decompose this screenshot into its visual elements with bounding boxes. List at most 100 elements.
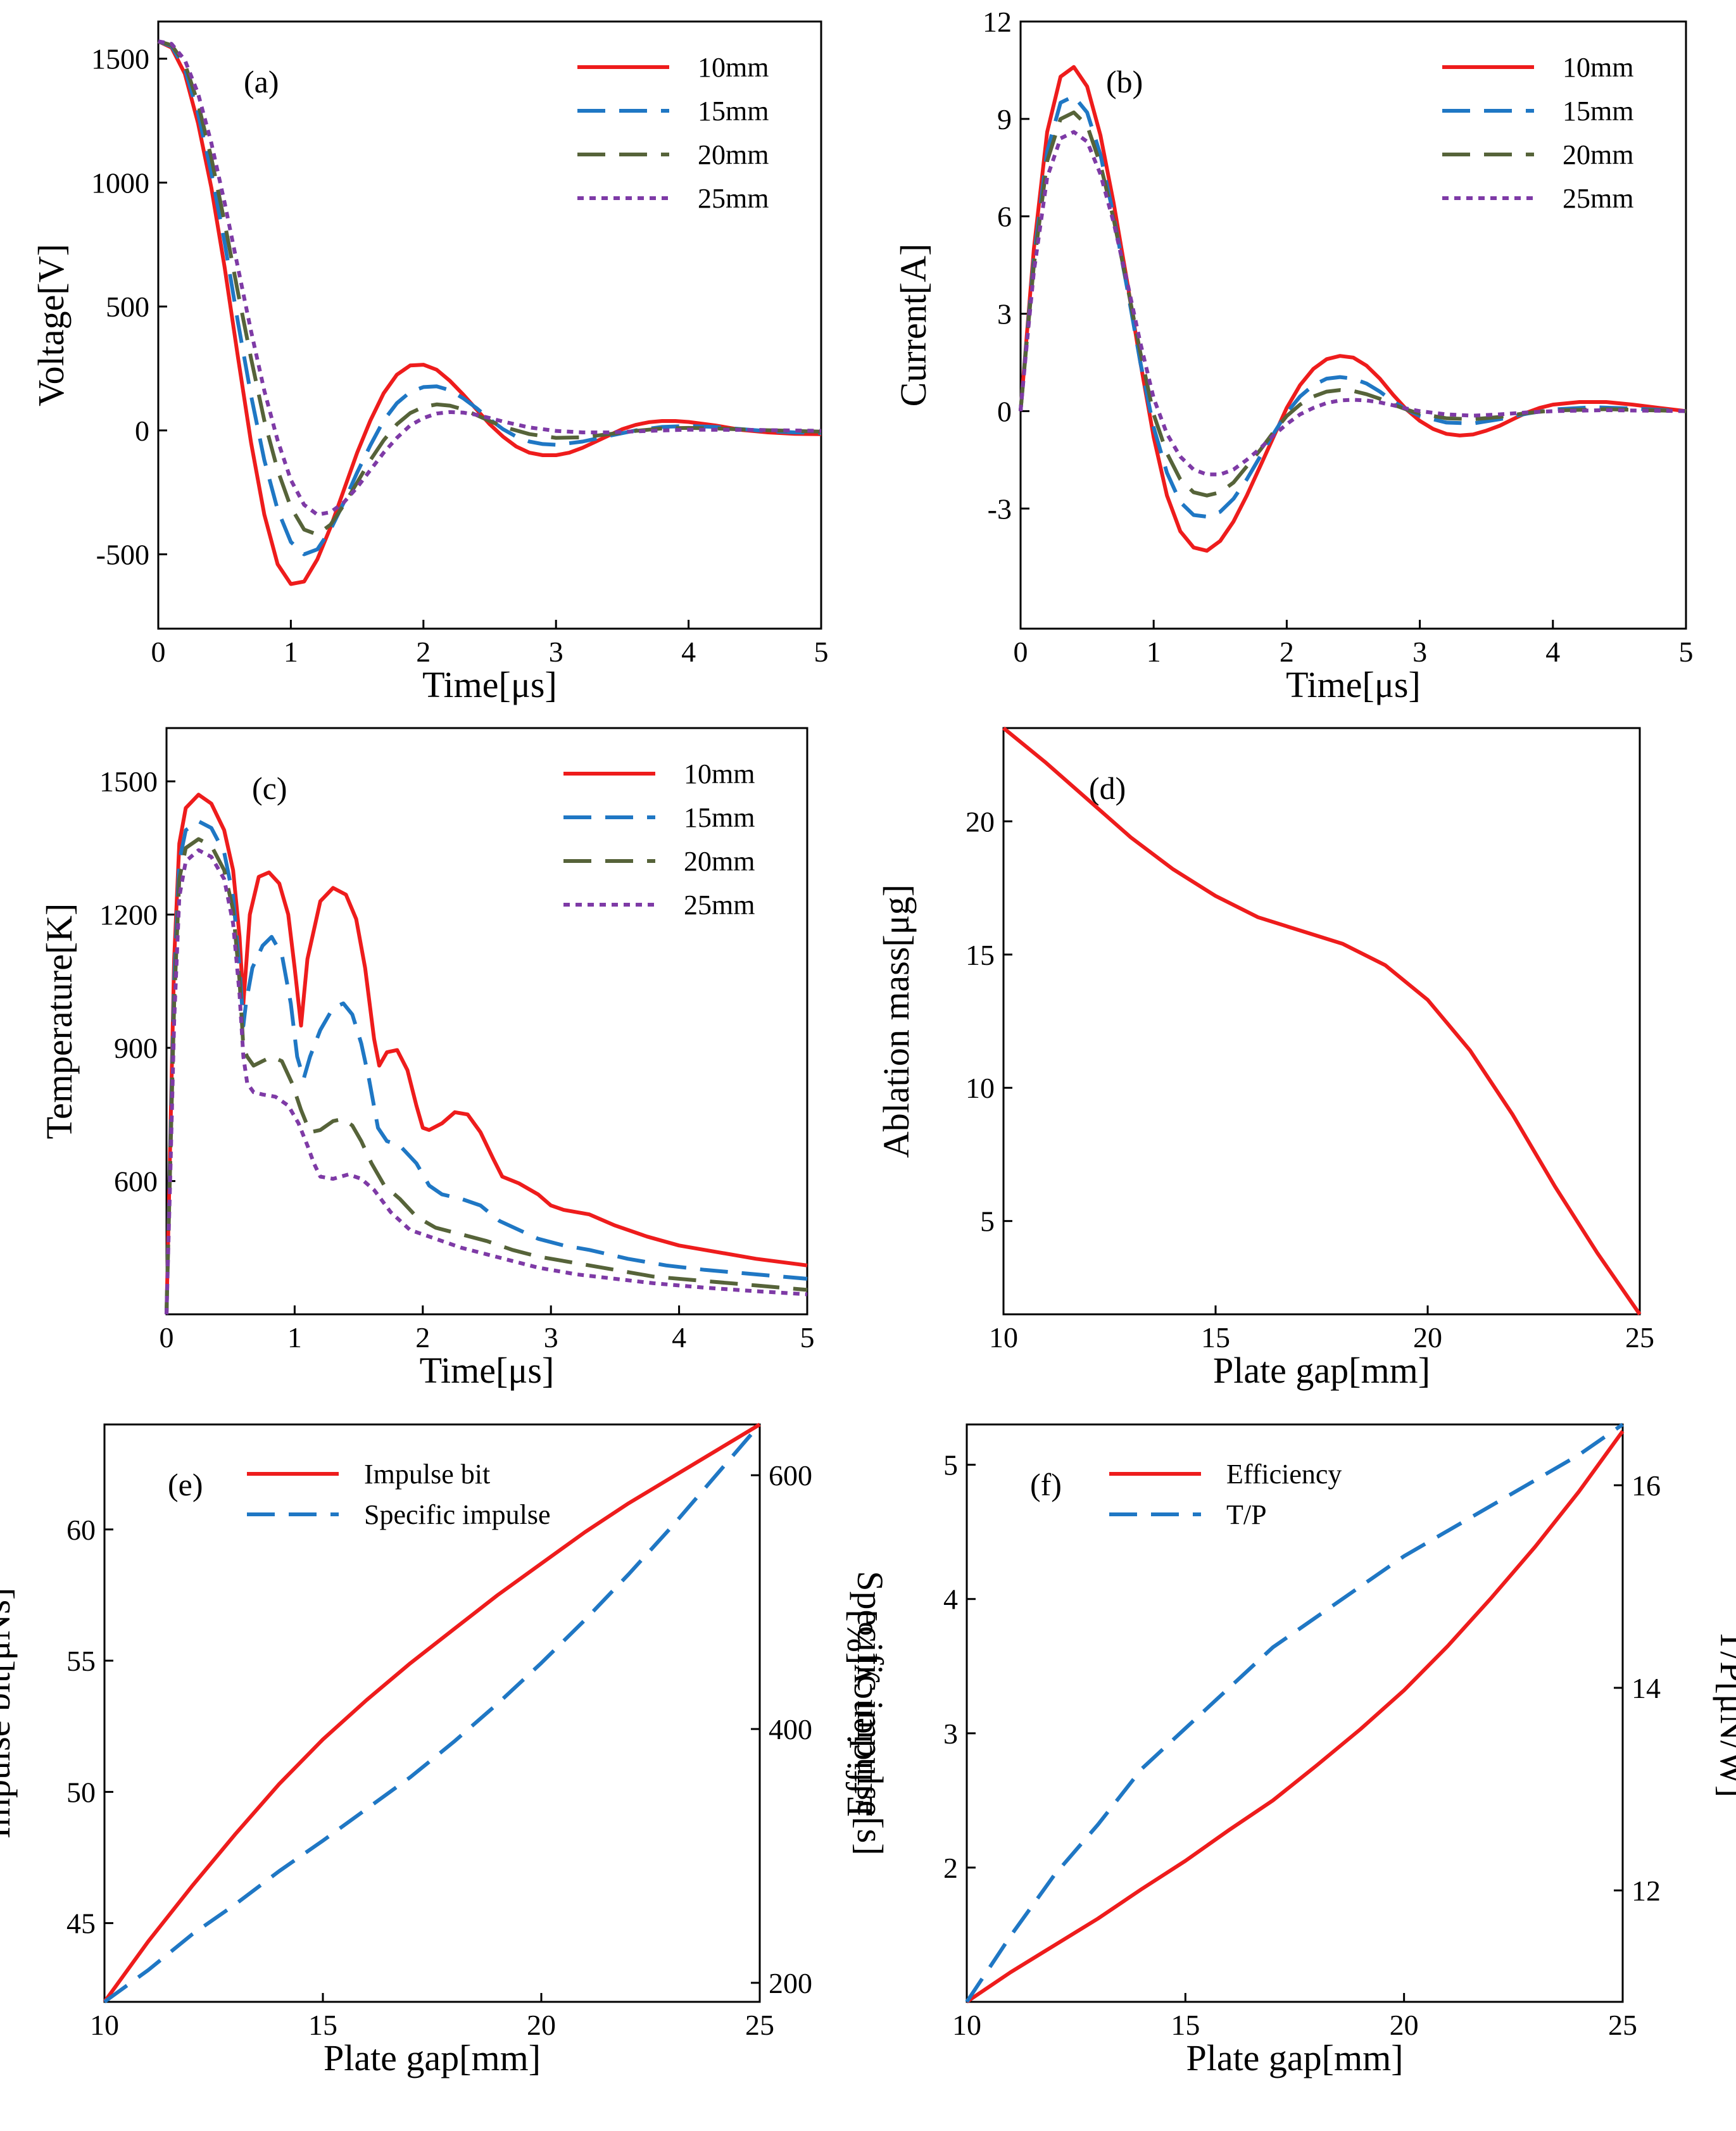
x-tick-label: 4 — [1545, 636, 1560, 668]
x-tick-label: 15 — [1201, 1321, 1230, 1354]
x-tick-label: 4 — [681, 636, 696, 668]
x-axis-label: Time[μs] — [422, 664, 557, 705]
panel-label: (c) — [252, 770, 287, 806]
x-tick-label: 15 — [1171, 2009, 1200, 2041]
x-axis-label: Plate gap[mm] — [1186, 2037, 1403, 2078]
x-tick-label: 25 — [1608, 2009, 1637, 2041]
x-tick-label: 20 — [527, 2009, 556, 2041]
y-tick-label: 6 — [997, 201, 1012, 233]
y-tick-label: 55 — [66, 1645, 96, 1677]
legend-label: Specific impulse — [364, 1499, 551, 1530]
plot-frame — [103, 1423, 761, 2003]
x-tick-label: 1 — [1147, 636, 1161, 668]
y2-tick-label: 600 — [769, 1459, 812, 1492]
x-tick-label: 25 — [745, 2009, 774, 2041]
y-tick-label: 20 — [965, 805, 995, 838]
plot-frame — [1019, 20, 1687, 630]
plot-frame — [157, 20, 822, 630]
panel-label: (d) — [1089, 770, 1126, 806]
y-tick-label: 2 — [943, 1852, 958, 1884]
x-tick-label: 5 — [1679, 636, 1694, 668]
y-tick-label: 600 — [114, 1166, 158, 1198]
legend-label: 15mm — [684, 802, 755, 833]
y2-tick-label: 200 — [769, 1967, 812, 1999]
legend-label: 25mm — [1563, 183, 1633, 214]
legend-label: 20mm — [698, 139, 769, 170]
y-tick-label: 0 — [997, 395, 1012, 427]
series-line-20mm — [165, 837, 808, 1315]
y-tick-label: 15 — [965, 939, 995, 971]
legend-label: 10mm — [1563, 52, 1633, 83]
y-axis-label: Ablation mass[μg] — [876, 884, 917, 1158]
panel-label: (f) — [1030, 1467, 1062, 1502]
y-axis-label: Impulse bit[μNs] — [0, 1588, 18, 1839]
x-axis-label: Time[μs] — [1286, 664, 1421, 705]
y-axis-label: Efficiency[%] — [839, 1609, 880, 1816]
y-tick-label: 3 — [943, 1718, 958, 1750]
x-tick-label: 15 — [308, 2009, 337, 2041]
panel-label: (a) — [244, 64, 279, 99]
series-line-t-p — [965, 1423, 1624, 2003]
panel-c: 0 1 2 3 4 5 600 900 1200 1500 Time[μs] Temperature[… — [39, 727, 815, 1391]
plot-frame — [1002, 727, 1641, 1316]
series-line-15mm — [165, 819, 808, 1315]
x-tick-label: 2 — [415, 1321, 430, 1354]
y2-tick-label: 14 — [1632, 1672, 1661, 1704]
x-tick-label: 3 — [549, 636, 563, 668]
y-tick-label: 45 — [66, 1908, 96, 1940]
x-tick-label: 2 — [1280, 636, 1294, 668]
x-tick-label: 10 — [90, 2009, 119, 2041]
x-axis-label: Plate gap[mm] — [1213, 1350, 1430, 1391]
x-tick-label: 0 — [151, 636, 166, 668]
x-tick-label: 0 — [160, 1321, 174, 1354]
y2-tick-label: 16 — [1632, 1469, 1661, 1502]
x-tick-label: 25 — [1625, 1321, 1654, 1354]
y-tick-label: 900 — [114, 1032, 158, 1064]
x-tick-label: 0 — [1014, 636, 1028, 668]
panel-e: 10 15 20 25 45 50 55 60 200 400 600 Plate gap[mm] Im… — [0, 1423, 891, 2078]
y-tick-label: 12 — [983, 6, 1012, 38]
panel-label: (e) — [168, 1467, 203, 1502]
x-tick-label: 5 — [814, 636, 829, 668]
series-line-impulse-bit — [103, 1423, 761, 2003]
y-tick-label: 10 — [965, 1072, 995, 1104]
y-tick-label: 1200 — [99, 899, 158, 931]
y-tick-label: 0 — [135, 415, 149, 447]
y-tick-label: 5 — [980, 1205, 995, 1238]
series-line-10mm — [165, 793, 808, 1315]
x-tick-label: 20 — [1413, 1321, 1442, 1354]
x-tick-label: 10 — [952, 2009, 981, 2041]
x-tick-label: 1 — [284, 636, 298, 668]
y-tick-label: -3 — [988, 493, 1012, 525]
series-line-25mm — [158, 39, 822, 517]
panel-a: 0 1 2 3 4 5 -500 0 500 1000 1500 Time[μs] Voltage[V]… — [30, 20, 829, 705]
series-line-15mm — [157, 39, 822, 556]
y-tick-label: 9 — [997, 103, 1012, 135]
legend-label: 20mm — [684, 846, 755, 877]
legend-label: 25mm — [698, 183, 769, 214]
series-line-20mm — [1019, 110, 1687, 498]
panel-label: (b) — [1106, 64, 1143, 99]
y-tick-label: -500 — [96, 539, 149, 571]
x-tick-label: 1 — [287, 1321, 302, 1354]
series-line-efficiency — [965, 1430, 1625, 2004]
x-tick-label: 20 — [1390, 2009, 1419, 2041]
x-tick-label: 2 — [416, 636, 431, 668]
y-tick-label: 5 — [943, 1449, 958, 1481]
legend-label: Impulse bit — [364, 1459, 490, 1490]
panel-f: 10 15 20 25 2 3 4 5 12 14 16 Plate gap[mm] Efficienc… — [839, 1423, 1736, 2078]
series-line-15mm — [1019, 94, 1687, 519]
x-axis-label: Time[μs] — [420, 1350, 555, 1391]
series-line-10mm — [157, 39, 822, 586]
y2-tick-label: 400 — [769, 1713, 812, 1745]
y-tick-label: 1500 — [99, 765, 158, 798]
y2-axis-label: Specific impulse[s] — [850, 1571, 891, 1855]
legend-label: 10mm — [698, 52, 769, 83]
legend-label: 15mm — [1563, 96, 1633, 127]
y-tick-label: 500 — [106, 291, 149, 323]
x-tick-label: 4 — [672, 1321, 686, 1354]
plot-frame — [165, 727, 808, 1316]
legend-label: T/P — [1226, 1499, 1267, 1530]
